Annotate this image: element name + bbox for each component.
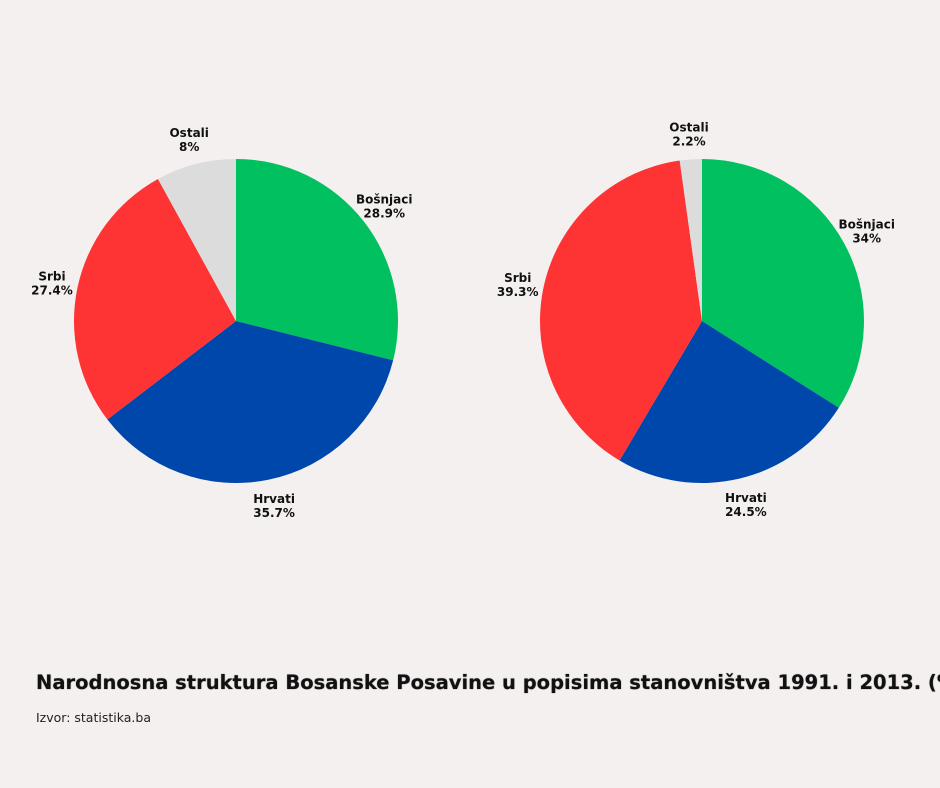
slice-label-value: 35.7% xyxy=(253,506,295,520)
slice-label-name: Ostali xyxy=(669,120,708,134)
chart-title: Narodnosna struktura Bosanske Posavine u… xyxy=(36,671,940,694)
slice-label-name: Bošnjaci xyxy=(356,192,413,206)
slice-label-name: Bošnjaci xyxy=(838,217,895,231)
pie-charts: Bošnjaci 28.9%Hrvati 35.7%Srbi 27.4%Ostali 8… xyxy=(31,120,895,520)
slice-label-ostali: Ostali 8% xyxy=(169,126,208,154)
pie-chart-2013: Bošnjaci 34% Hrvati 24.5% Srbi 39.3% Ostali 2.2… xyxy=(497,120,895,518)
slice-label-name: Srbi xyxy=(504,271,531,285)
pie-slice-bosnjaci xyxy=(236,159,398,361)
slice-label-name: Ostali xyxy=(169,126,208,140)
pie-slice-hrvati xyxy=(619,321,839,483)
pie-slice-hrvati xyxy=(107,321,394,483)
pie-slice-bosnjaci xyxy=(702,159,864,408)
slice-label-name: Hrvati xyxy=(725,491,767,505)
pie-slice-srbi xyxy=(540,160,702,461)
slice-label-hrvati: Hrvati 35.7% xyxy=(253,492,295,520)
slice-label-ostali: Ostali 2.2% xyxy=(669,120,708,148)
slice-label-value: 28.9% xyxy=(363,206,405,220)
slice-label-value: 24.5% xyxy=(725,505,767,519)
pie-slice-ostali xyxy=(157,159,236,321)
slice-label-value: 39.3% xyxy=(497,285,539,299)
source-note: Izvor: statistika.ba xyxy=(36,710,151,725)
slice-label-bosnjaci: Bošnjaci 28.9% xyxy=(356,192,413,220)
slice-label-value: 8% xyxy=(179,140,199,154)
slice-label-value: 27.4% xyxy=(31,283,73,297)
slice-label-bosnjaci: Bošnjaci 34% xyxy=(838,217,895,245)
slice-label-srbi: Srbi 39.3% xyxy=(497,271,539,299)
slice-label-value: 2.2% xyxy=(672,134,705,148)
pie-chart-1991: Bošnjaci 28.9% Hrvati 35.7% Srbi 27.4% Ostali 8… xyxy=(31,126,412,520)
slice-label-hrvati: Hrvati 24.5% xyxy=(725,491,767,519)
pie-slice-srbi xyxy=(74,179,236,420)
pie-slice-ostali xyxy=(679,159,702,321)
slice-label-name: Srbi xyxy=(38,269,65,283)
slice-label-name: Hrvati xyxy=(253,492,295,506)
slice-label-value: 34% xyxy=(852,231,881,245)
slice-label-srbi: Srbi 27.4% xyxy=(31,269,73,297)
